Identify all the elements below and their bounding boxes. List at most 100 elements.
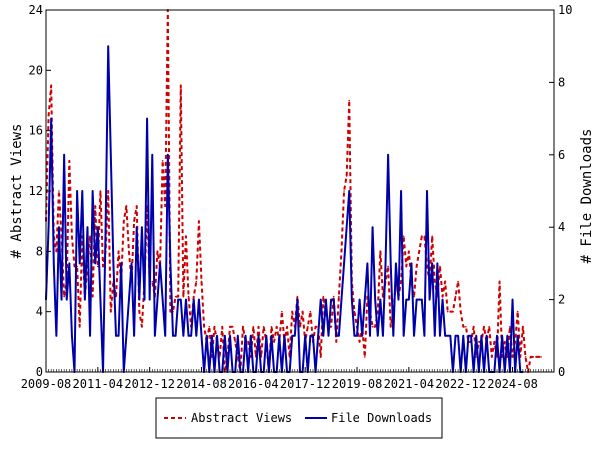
data-point-abstract-views [122, 220, 125, 222]
data-point-file-downloads [348, 190, 351, 192]
data-point-file-downloads [185, 298, 187, 301]
data-point-file-downloads [358, 298, 361, 301]
data-point-abstract-views [376, 310, 379, 313]
data-point-abstract-views [213, 325, 216, 328]
data-point-abstract-views [488, 325, 491, 328]
data-point-file-downloads [309, 335, 312, 337]
x-tick-label: 2021-04 [384, 377, 435, 391]
data-point-file-downloads [294, 335, 296, 337]
data-point-file-downloads [506, 335, 509, 337]
data-point-abstract-views [465, 325, 467, 328]
data-point-file-downloads [278, 335, 281, 337]
data-point-abstract-views [192, 295, 195, 298]
data-point-abstract-views [55, 250, 58, 253]
legend-box [155, 397, 443, 439]
data-point-file-downloads [135, 226, 138, 228]
data-point-abstract-views [491, 356, 493, 358]
data-point-abstract-views [63, 295, 65, 298]
data-point-abstract-views [164, 205, 167, 207]
data-point-file-downloads [322, 335, 325, 337]
data-point-file-downloads [190, 335, 192, 337]
data-point-abstract-views [332, 295, 335, 298]
data-point-file-downloads [192, 298, 195, 301]
data-point-abstract-views [511, 356, 514, 358]
data-point-file-downloads [257, 335, 260, 337]
data-point-file-downloads [325, 298, 327, 301]
data-point-abstract-views [141, 325, 143, 328]
data-point-file-downloads [485, 335, 488, 337]
data-point-file-downloads [89, 335, 91, 337]
data-point-file-downloads [151, 154, 154, 156]
data-point-abstract-views [379, 250, 382, 253]
data-point-abstract-views [358, 341, 361, 343]
data-point-abstract-views [286, 325, 288, 328]
data-point-file-downloads [431, 262, 433, 265]
data-point-file-downloads [345, 226, 348, 228]
data-point-file-downloads [76, 190, 78, 192]
data-point-file-downloads [205, 335, 208, 337]
data-point-file-downloads [415, 298, 418, 301]
data-point-file-downloads [457, 335, 459, 337]
data-point-abstract-views [182, 295, 185, 298]
data-point-abstract-views [94, 205, 97, 207]
data-point-file-downloads [164, 335, 167, 337]
x-tick-label: 2009-08 [21, 377, 72, 391]
data-point-file-downloads [421, 298, 423, 301]
data-point-abstract-views [462, 325, 465, 328]
data-point-file-downloads [376, 335, 379, 337]
data-point-file-downloads [351, 298, 353, 301]
data-point-abstract-views [91, 295, 94, 298]
data-point-abstract-views [345, 175, 348, 177]
data-point-abstract-views [449, 310, 452, 313]
data-point-file-downloads [467, 335, 470, 337]
data-point-file-downloads [159, 262, 161, 265]
data-point-abstract-views [402, 235, 405, 238]
data-point-file-downloads [249, 335, 252, 337]
data-point-abstract-views [452, 310, 454, 313]
legend-label-file-downloads: File Downloads [331, 411, 432, 425]
data-point-file-downloads [397, 298, 400, 301]
data-point-abstract-views [281, 310, 283, 313]
data-point-file-downloads [52, 262, 55, 265]
data-point-file-downloads [402, 335, 405, 337]
data-point-abstract-views [156, 250, 159, 253]
data-point-abstract-views [439, 265, 441, 268]
data-point-abstract-views [135, 205, 138, 207]
data-point-abstract-views [364, 356, 366, 358]
data-point-abstract-views [506, 356, 509, 358]
data-point-file-downloads [91, 190, 94, 192]
series-line-abstract-views [45, 9, 542, 373]
data-point-abstract-views [78, 325, 81, 328]
data-point-file-downloads [78, 262, 81, 265]
data-point-abstract-views [247, 341, 249, 343]
data-point-file-downloads [343, 262, 345, 265]
data-point-abstract-views [198, 220, 200, 222]
data-point-file-downloads [436, 262, 439, 265]
plot-area [45, 9, 555, 373]
data-point-file-downloads [115, 335, 117, 337]
data-point-abstract-views [483, 325, 485, 328]
data-point-file-downloads [182, 335, 185, 337]
data-point-abstract-views [400, 280, 402, 283]
data-point-file-downloads [304, 335, 306, 337]
data-point-abstract-views [389, 325, 392, 328]
data-point-abstract-views [50, 84, 52, 87]
data-point-abstract-views [58, 190, 60, 192]
data-point-file-downloads [356, 335, 358, 337]
data-point-abstract-views [348, 99, 351, 102]
data-point-file-downloads [384, 262, 387, 265]
data-point-abstract-views [478, 341, 480, 343]
y-axis-left-label: # Abstract Views [9, 124, 25, 259]
data-point-file-downloads [60, 298, 63, 301]
data-point-abstract-views [335, 341, 338, 343]
data-point-file-downloads [265, 335, 268, 337]
data-point-file-downloads [130, 262, 133, 265]
data-point-abstract-views [237, 356, 239, 358]
x-tick-label: 2022-12 [435, 377, 486, 391]
y-right-tick-label: 4 [558, 220, 565, 234]
data-point-abstract-views [179, 84, 182, 87]
y-right-tick-label: 8 [558, 75, 565, 89]
plot-background [46, 10, 554, 372]
data-point-abstract-views [522, 325, 524, 328]
data-point-abstract-views [299, 325, 301, 328]
